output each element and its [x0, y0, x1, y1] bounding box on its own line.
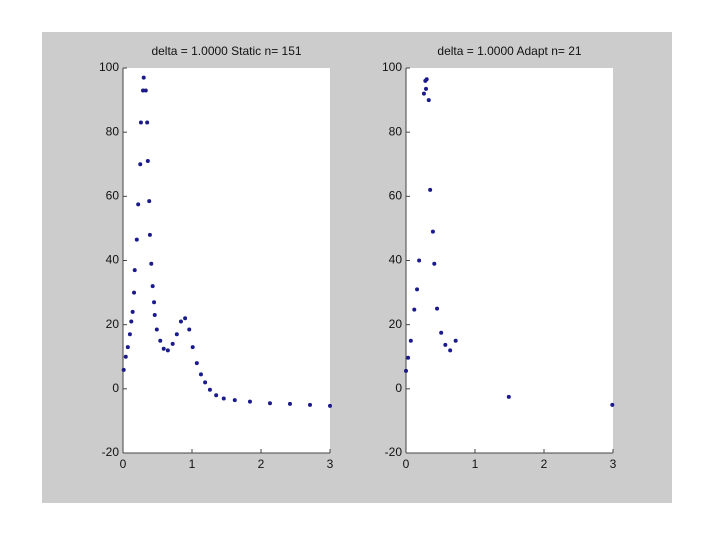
- data-point: [132, 290, 137, 295]
- data-point: [134, 237, 139, 242]
- data-point: [123, 354, 128, 359]
- data-point: [147, 199, 152, 204]
- data-point: [170, 341, 175, 346]
- data-point: [145, 159, 150, 164]
- data-point: [154, 327, 159, 332]
- data-point: [415, 287, 420, 292]
- data-point: [506, 394, 511, 399]
- x-tick-label: 1: [472, 457, 479, 471]
- data-point: [408, 338, 413, 343]
- data-point: [165, 348, 170, 353]
- data-point: [424, 77, 429, 82]
- x-tick-label: 1: [189, 457, 196, 471]
- data-point: [328, 403, 332, 408]
- data-point: [190, 345, 195, 350]
- y-tick-label: -20: [102, 445, 120, 459]
- data-point: [439, 330, 444, 335]
- data-point: [287, 401, 292, 406]
- x-tick-label: 0: [120, 457, 127, 471]
- y-tick-label: 100: [99, 60, 119, 74]
- y-tick-label: 0: [112, 381, 119, 395]
- data-point: [610, 402, 615, 407]
- x-tick-label: 0: [403, 457, 410, 471]
- y-tick-label: -20: [385, 445, 403, 459]
- data-point: [232, 398, 237, 403]
- data-point: [432, 261, 437, 266]
- data-point: [152, 300, 157, 305]
- axes-background: [123, 68, 330, 453]
- data-point: [158, 338, 163, 343]
- data-point: [121, 367, 126, 372]
- data-point: [187, 327, 192, 332]
- data-point: [198, 372, 203, 377]
- data-point: [194, 361, 199, 366]
- y-tick-label: 100: [382, 60, 402, 74]
- y-tick-label: 80: [389, 124, 403, 138]
- data-point: [161, 346, 166, 351]
- data-point: [448, 348, 453, 353]
- x-tick-label: 2: [541, 457, 548, 471]
- y-tick-label: 40: [389, 253, 403, 267]
- x-tick-label: 3: [610, 457, 617, 471]
- data-point: [214, 393, 219, 398]
- data-point: [125, 345, 130, 350]
- y-tick-label: 20: [389, 317, 403, 331]
- data-point: [138, 162, 143, 167]
- data-point: [424, 86, 429, 91]
- data-point: [145, 120, 150, 125]
- data-point: [138, 120, 143, 125]
- y-tick-label: 0: [395, 381, 402, 395]
- data-point: [430, 229, 435, 234]
- y-tick-label: 20: [106, 317, 120, 331]
- data-point: [150, 284, 155, 289]
- data-point: [412, 307, 417, 312]
- data-point: [147, 232, 152, 237]
- data-point: [141, 75, 146, 80]
- data-point: [221, 396, 226, 401]
- y-tick-label: 60: [106, 189, 120, 203]
- data-point: [426, 98, 431, 103]
- data-point: [406, 355, 411, 360]
- data-point: [247, 399, 252, 404]
- data-point: [307, 402, 312, 407]
- chart-title: delta = 1.0000 Static n= 151: [151, 44, 301, 58]
- data-point: [178, 319, 183, 324]
- x-tick-label: 2: [258, 457, 265, 471]
- data-point: [143, 88, 148, 93]
- data-point: [152, 313, 157, 318]
- data-point: [132, 268, 137, 273]
- chart-title: delta = 1.0000 Adapt n= 21: [437, 44, 581, 58]
- data-point: [130, 309, 135, 314]
- axes-background: [406, 68, 613, 453]
- data-point: [149, 261, 154, 266]
- x-tick-label: 3: [327, 457, 334, 471]
- y-tick-label: 40: [106, 253, 120, 267]
- data-point: [183, 316, 188, 321]
- y-tick-label: 80: [106, 124, 120, 138]
- data-point: [141, 88, 146, 93]
- data-point: [417, 258, 422, 263]
- data-point: [127, 332, 132, 337]
- data-point: [136, 202, 141, 207]
- data-point: [129, 319, 134, 324]
- data-point: [174, 332, 179, 337]
- data-point: [267, 401, 272, 406]
- data-point: [435, 306, 440, 311]
- data-point: [443, 342, 448, 347]
- data-point: [203, 380, 208, 385]
- y-tick-label: 60: [389, 189, 403, 203]
- data-point: [428, 187, 433, 192]
- data-point: [207, 387, 212, 392]
- data-point: [404, 368, 408, 373]
- data-point: [421, 91, 426, 96]
- data-point: [453, 338, 458, 343]
